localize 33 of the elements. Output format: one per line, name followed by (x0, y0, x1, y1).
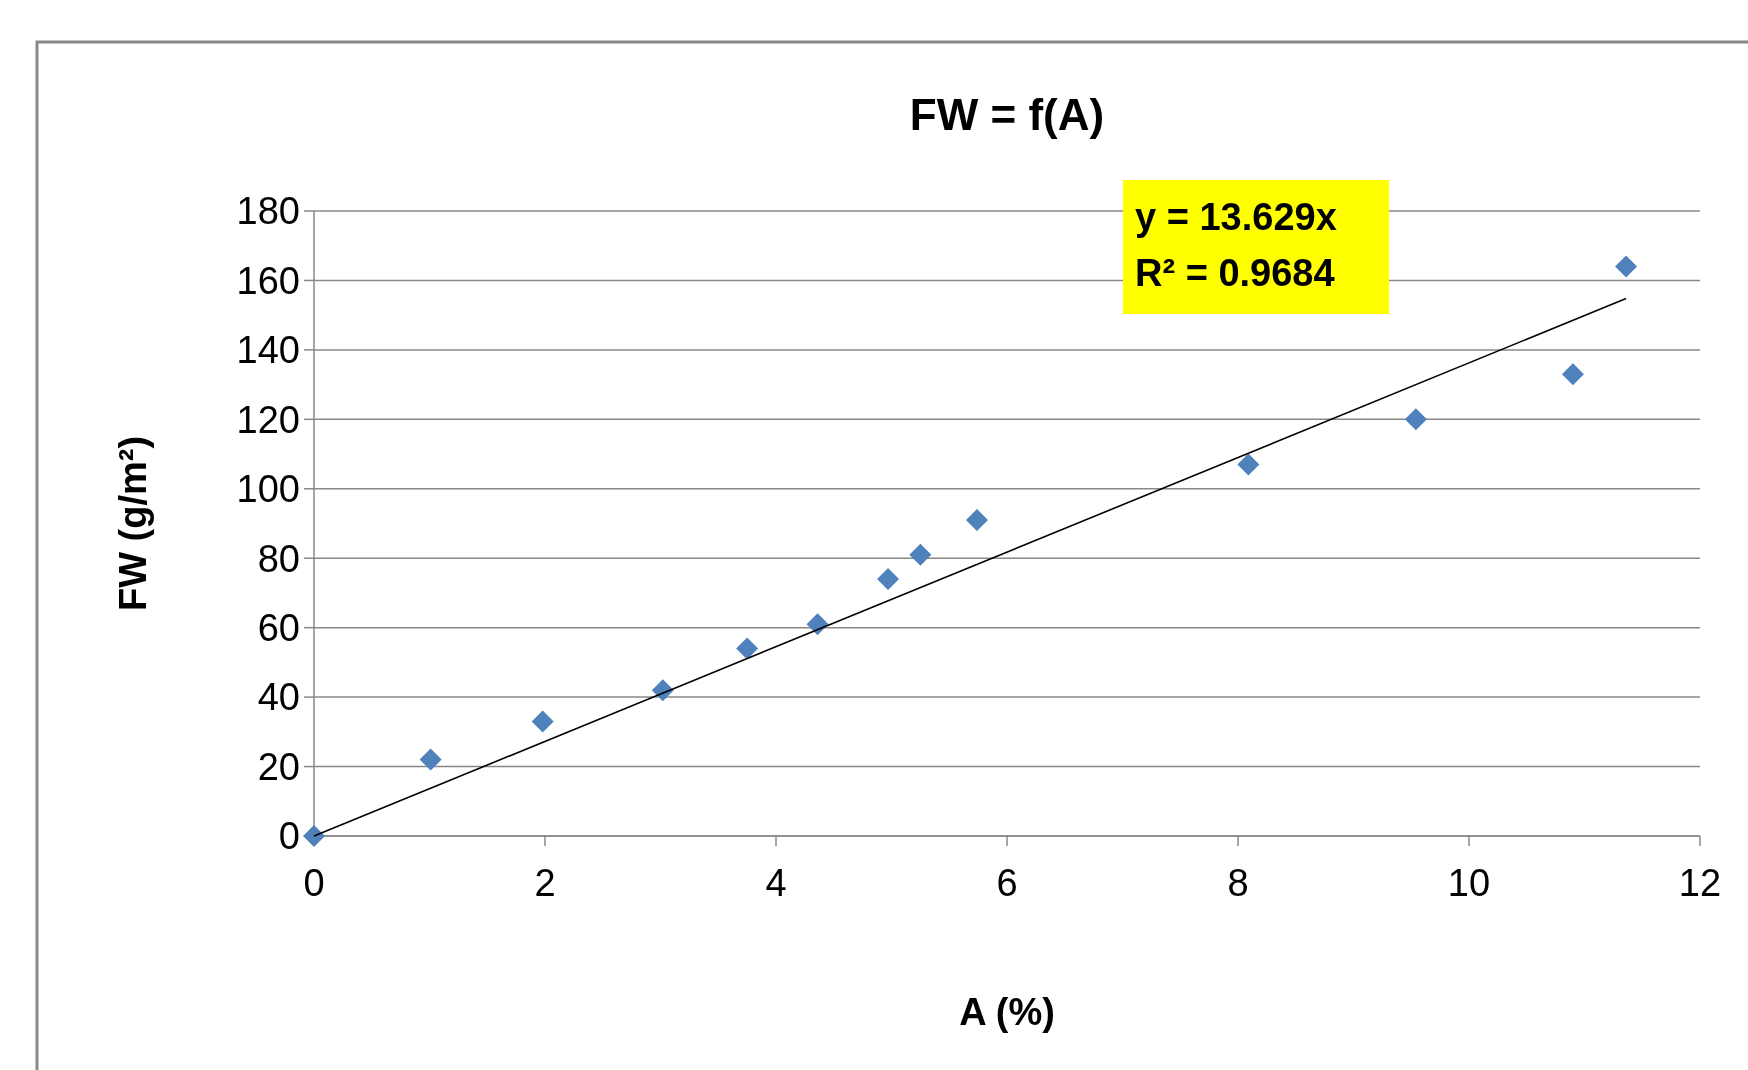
point (531, 710, 554, 733)
y-tick-label: 80 (257, 537, 300, 580)
x-axis-title: A (%) (959, 991, 1055, 1033)
x-tick-label: 10 (1447, 862, 1491, 904)
y-tick-label: 60 (257, 606, 300, 649)
point (965, 509, 988, 532)
x-tick-label: 4 (765, 862, 787, 904)
y-tick-label: 100 (236, 468, 300, 511)
point (806, 613, 829, 636)
y-tick-label: 0 (278, 815, 300, 858)
annotation: y = 13.629x (1135, 196, 1337, 238)
point (1561, 363, 1584, 386)
y-tick-label: 180 (236, 190, 300, 233)
x-tick-label: 8 (1227, 862, 1249, 904)
chart-title: FW = f(A) (909, 90, 1105, 139)
annotation: R² = 0.9684 (1135, 252, 1335, 294)
x-tick-label: 2 (534, 862, 556, 904)
point (1615, 255, 1638, 278)
y-tick-label: 160 (236, 259, 300, 302)
point (909, 543, 932, 566)
point (419, 748, 442, 771)
point (877, 568, 900, 591)
x-tick-label: 6 (996, 862, 1018, 904)
point (736, 637, 759, 660)
y-tick-label: 20 (257, 745, 300, 788)
y-axis-title: FW (g/m²) (112, 435, 154, 612)
y-tick-label: 40 (257, 676, 300, 719)
point (1237, 453, 1260, 476)
point (1404, 408, 1427, 431)
point (303, 825, 325, 847)
x-tick-label: 12 (1678, 862, 1722, 904)
y-tick-label: 120 (236, 398, 300, 441)
y-tick-label: 140 (236, 329, 300, 372)
